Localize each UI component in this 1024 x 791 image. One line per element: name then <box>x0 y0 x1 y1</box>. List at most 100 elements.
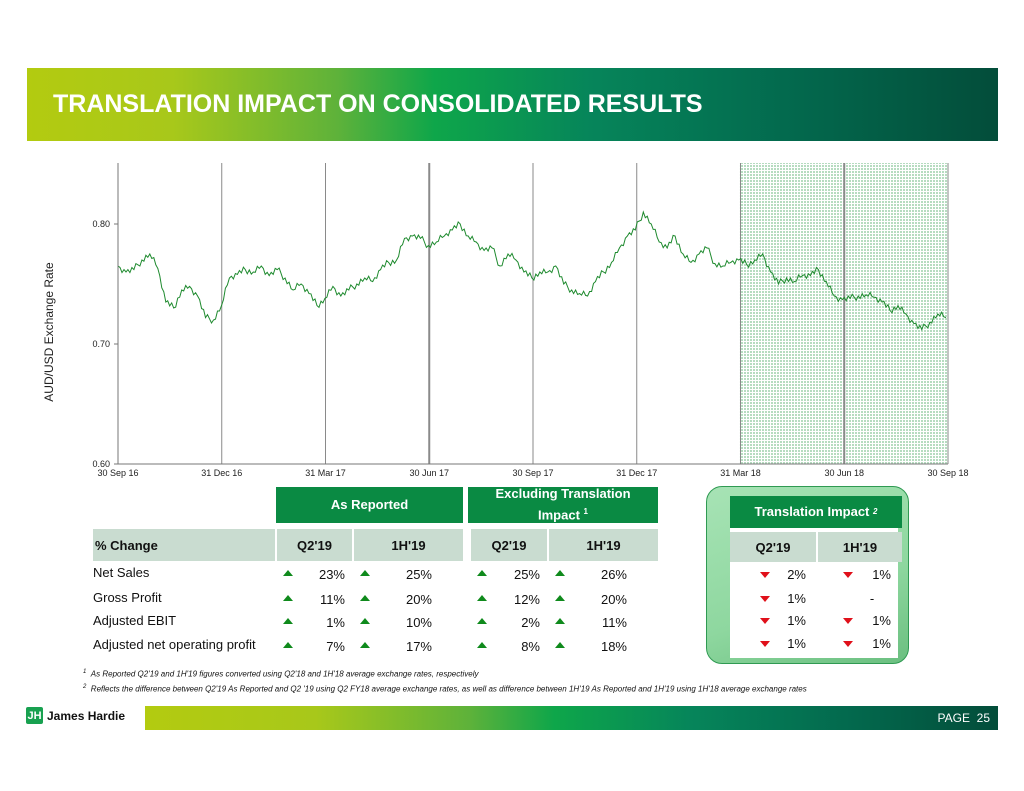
footnote-2-num: 2 <box>83 684 87 690</box>
data-point <box>348 289 350 291</box>
up-arrow-icon <box>477 618 487 624</box>
data-point <box>507 253 509 255</box>
data-point <box>833 295 835 297</box>
x-tick-label: 30 Sep 17 <box>512 468 553 478</box>
data-point <box>937 313 939 315</box>
data-point <box>587 295 588 297</box>
subheader-label: % Change <box>93 529 275 561</box>
data-point <box>531 277 533 279</box>
data-point <box>881 301 883 303</box>
data-point <box>857 295 859 297</box>
translation-impact-header: Translation Impact 2 <box>730 496 902 528</box>
ti-value-h1: - <box>869 591 875 606</box>
up-arrow-icon <box>477 595 487 601</box>
data-point <box>276 269 278 270</box>
data-point <box>475 241 477 243</box>
footnote-ref-1: 1 <box>583 507 588 517</box>
row-label: Gross Profit <box>93 590 162 605</box>
data-point <box>547 271 549 273</box>
data-point <box>420 238 421 239</box>
data-point <box>889 310 891 311</box>
data-point <box>396 259 397 261</box>
data-point <box>229 277 230 279</box>
up-arrow-icon <box>477 570 487 576</box>
y-tick-label: 0.60 <box>92 459 110 469</box>
data-point <box>340 295 342 297</box>
up-arrow-icon <box>283 595 293 601</box>
data-point <box>634 229 636 231</box>
subheader-ex-1h: 1H'19 <box>549 529 658 561</box>
page-number-value: 25 <box>976 711 990 725</box>
data-point <box>778 283 779 285</box>
up-arrow-icon <box>360 570 370 576</box>
header-excluding-line2: Impact <box>538 507 580 523</box>
data-point <box>690 262 692 263</box>
data-point <box>133 269 135 270</box>
page-number: PAGE 25 <box>938 711 991 725</box>
data-point <box>650 223 652 225</box>
row-label: Net Sales <box>93 565 150 580</box>
data-point <box>324 298 326 299</box>
data-point <box>451 229 453 231</box>
data-point <box>404 238 405 239</box>
value-ar_1h: 10% <box>405 615 432 630</box>
data-point <box>897 305 899 306</box>
down-arrow-icon <box>843 641 853 647</box>
data-point <box>205 317 206 318</box>
subheader-ar-q2: Q2'19 <box>277 529 352 561</box>
page-label-text: PAGE <box>937 711 970 725</box>
data-point <box>380 269 382 270</box>
data-point <box>435 241 437 243</box>
data-point <box>746 264 748 266</box>
data-point <box>579 293 581 294</box>
data-point <box>642 211 644 213</box>
data-point <box>666 247 668 249</box>
value-ex_1h: 18% <box>600 639 627 654</box>
value-ex_q2: 12% <box>513 592 540 607</box>
data-point <box>284 277 286 279</box>
data-point <box>356 283 358 285</box>
data-point <box>619 247 620 249</box>
data-point <box>555 265 557 267</box>
footnote-1-num: 1 <box>83 669 87 675</box>
y-axis-label: AUD/USD Exchange Rate <box>42 262 56 402</box>
ti-value-h1: 1% <box>872 613 891 628</box>
value-ex_q2: 25% <box>513 567 540 582</box>
data-point <box>730 262 732 263</box>
data-point <box>292 289 294 291</box>
data-point <box>841 299 843 300</box>
translation-impact-title: Translation Impact <box>754 504 870 519</box>
data-point <box>173 307 175 309</box>
data-point <box>563 283 565 285</box>
up-arrow-icon <box>555 595 565 601</box>
x-tick-label: 30 Sep 16 <box>97 468 138 478</box>
data-point <box>316 305 318 306</box>
data-point <box>794 281 795 282</box>
down-arrow-icon <box>760 572 770 578</box>
data-point <box>300 283 302 285</box>
up-arrow-icon <box>283 642 293 648</box>
up-arrow-icon <box>283 570 293 576</box>
subheader-ex-q2: Q2'19 <box>471 529 547 561</box>
footnote-2: 2 Reflects the difference between Q2'19 … <box>83 684 807 694</box>
data-point <box>412 235 413 237</box>
data-point <box>786 277 787 279</box>
row-label: Adjusted EBIT <box>93 613 177 628</box>
data-point <box>459 223 461 225</box>
data-point <box>738 259 740 261</box>
up-arrow-icon <box>360 642 370 648</box>
footnote-2-text: Reflects the difference between Q2'19 As… <box>90 684 807 694</box>
data-point <box>706 247 708 249</box>
data-point <box>523 271 525 273</box>
down-arrow-icon <box>760 596 770 602</box>
down-arrow-icon <box>843 572 853 578</box>
data-point <box>698 253 700 255</box>
footer-banner: PAGE 25 <box>145 706 998 730</box>
up-arrow-icon <box>360 595 370 601</box>
data-point <box>443 235 445 237</box>
data-point <box>491 247 493 249</box>
value-ar_q2: 11% <box>319 592 345 607</box>
y-tick-label: 0.70 <box>92 339 110 349</box>
subheader-label-text: % Change <box>95 537 158 553</box>
data-point <box>221 305 222 306</box>
